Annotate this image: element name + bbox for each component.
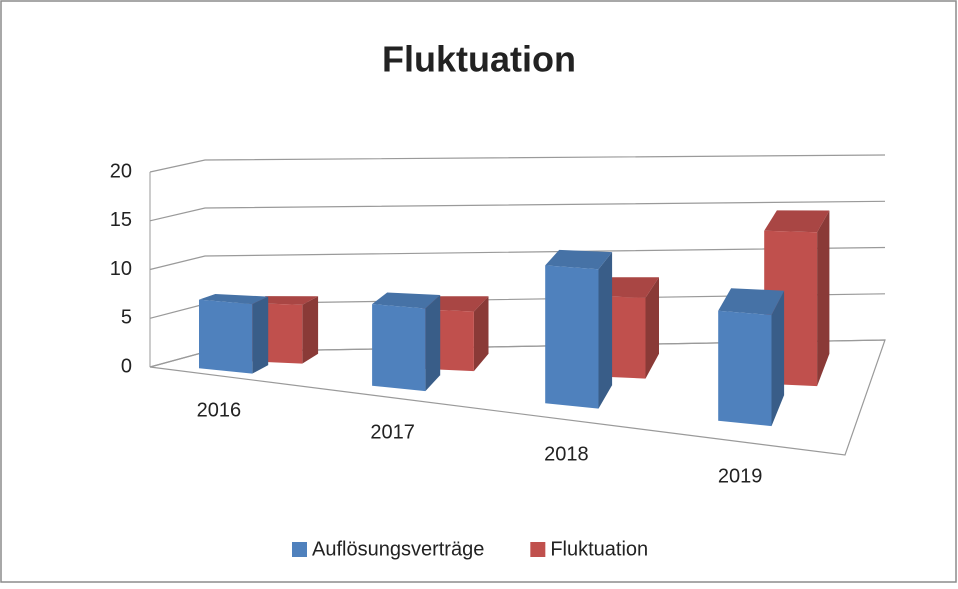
bar-top	[718, 288, 785, 315]
x-tick-label: 2017	[370, 421, 415, 443]
grid-line	[149, 246, 886, 271]
x-tick-label: 2016	[197, 399, 242, 421]
legend-label: Fluktuation	[550, 538, 648, 560]
bar-side	[302, 296, 319, 364]
bar	[372, 292, 441, 392]
grid-line	[149, 200, 886, 222]
grid-line	[149, 154, 886, 173]
y-tick-label: 10	[110, 258, 132, 280]
bar	[718, 288, 785, 427]
bar	[199, 294, 269, 374]
bar-front	[545, 265, 599, 409]
bar-front	[199, 299, 253, 374]
y-tick-label: 5	[121, 307, 132, 329]
bar-top	[199, 294, 269, 305]
bar-side	[425, 295, 441, 392]
bar-front	[372, 304, 426, 392]
legend-label: Auflösungsverträge	[312, 538, 484, 560]
legend-swatch	[530, 542, 546, 557]
bar	[545, 249, 613, 409]
legend-swatch	[292, 542, 307, 557]
y-tick-label: 15	[110, 209, 132, 231]
bar-front	[718, 310, 772, 427]
x-tick-label: 2019	[718, 465, 763, 487]
y-tick-label: 20	[110, 160, 132, 182]
y-tick-label: 0	[121, 355, 132, 377]
bar-side	[252, 296, 269, 374]
chart-title: Fluktuation	[382, 39, 576, 80]
bar-side	[645, 277, 659, 379]
bar-top	[764, 210, 830, 233]
bar-top	[545, 249, 613, 270]
bar-side	[598, 252, 613, 409]
bar-top	[372, 292, 441, 309]
bar-side	[473, 296, 489, 372]
x-tick-label: 2018	[544, 443, 589, 465]
bar-side	[817, 210, 830, 387]
bar-side	[771, 290, 785, 427]
